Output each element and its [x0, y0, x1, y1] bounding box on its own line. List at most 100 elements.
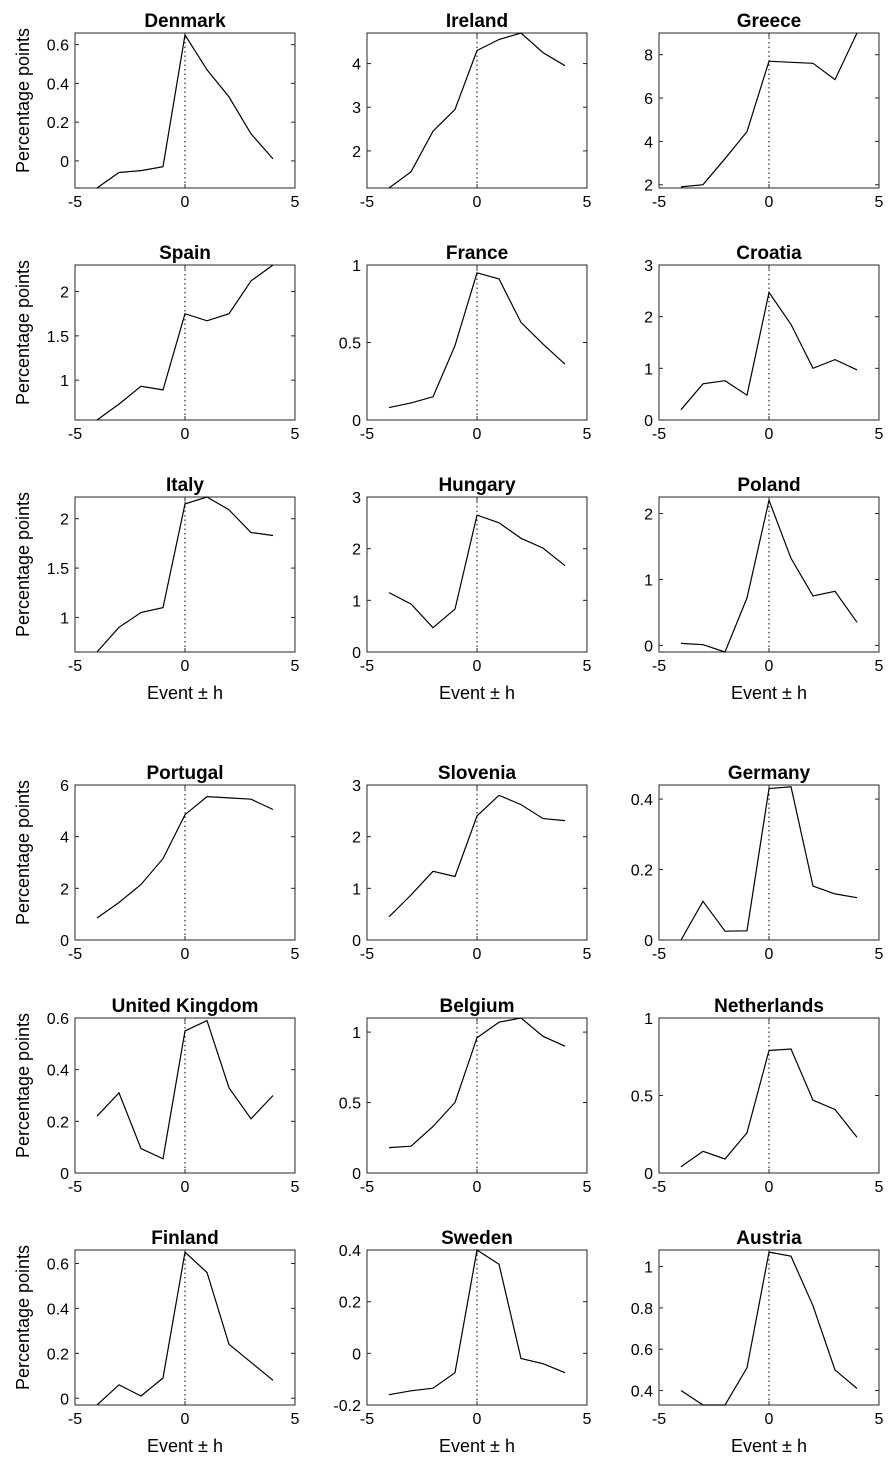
- x-tick-label: -5: [360, 946, 374, 963]
- y-tick-label: 0: [352, 933, 361, 950]
- y-tick-label: 0.2: [47, 1114, 69, 1131]
- x-tick-label: 0: [473, 658, 482, 675]
- x-tick-label: 0: [765, 426, 774, 443]
- x-tick-label: -5: [68, 658, 82, 675]
- x-tick-label: 0: [765, 1411, 774, 1428]
- panel-italy: -5 0 5 1 1.5 2 Italy Percentage points Event ± h: [13, 475, 300, 703]
- y-tick-label: 1: [352, 258, 361, 275]
- y-tick-label: 1: [352, 881, 361, 898]
- y-tick-label: 3: [352, 100, 361, 117]
- y-tick-label: 6: [644, 91, 653, 108]
- y-tick-label: 0: [60, 1166, 69, 1183]
- y-tick-label: 0.4: [47, 1301, 69, 1318]
- x-axis-label: Event ± h: [147, 683, 223, 703]
- x-tick-label: 5: [583, 658, 592, 675]
- y-tick-label: 1: [644, 361, 653, 378]
- x-tick-label: 0: [181, 946, 190, 963]
- x-tick-label: 0: [473, 426, 482, 443]
- y-tick-label: 0.2: [339, 1295, 361, 1312]
- y-tick-label: 1: [352, 593, 361, 610]
- y-tick-label: 0: [644, 933, 653, 950]
- panel-title: Sweden: [441, 1228, 513, 1249]
- x-tick-label: 5: [875, 426, 884, 443]
- y-tick-label: 3: [644, 258, 653, 275]
- panel-title: Greece: [737, 11, 801, 32]
- y-tick-label: 1: [60, 373, 69, 390]
- x-tick-label: 5: [875, 658, 884, 675]
- y-tick-label: 4: [352, 57, 361, 74]
- y-tick-label: 0: [644, 1166, 653, 1183]
- y-tick-label: 0.4: [339, 1243, 361, 1260]
- y-tick-label: 2: [60, 285, 69, 302]
- x-tick-label: -5: [652, 1179, 666, 1196]
- series-line: [96, 264, 274, 421]
- x-tick-label: -5: [652, 658, 666, 675]
- panel-ireland: -5 0 5 2 3 4 Ireland: [352, 11, 591, 211]
- x-tick-label: 0: [765, 194, 774, 211]
- x-tick-label: 0: [473, 194, 482, 211]
- series-line: [388, 1017, 566, 1149]
- y-axis-label: Percentage points: [13, 260, 33, 405]
- series-line: [96, 1251, 274, 1406]
- y-tick-label: 2: [644, 310, 653, 327]
- y-tick-label: 0.5: [631, 1089, 653, 1106]
- x-tick-label: -5: [360, 426, 374, 443]
- x-tick-label: 0: [473, 1179, 482, 1196]
- x-tick-label: 0: [181, 194, 190, 211]
- y-tick-label: 1: [644, 572, 653, 589]
- series-line: [96, 496, 274, 653]
- y-tick-label: 0: [352, 645, 361, 662]
- y-tick-label: 0.2: [47, 115, 69, 132]
- y-tick-label: 1: [352, 1025, 361, 1042]
- x-tick-label: 5: [291, 946, 300, 963]
- y-axis-label: Percentage points: [13, 780, 33, 925]
- panel-poland: -5 0 5 0 1 2 Poland Event ± h: [644, 475, 883, 703]
- y-axis-label: Percentage points: [13, 1245, 33, 1390]
- x-tick-label: -5: [360, 194, 374, 211]
- x-tick-label: -5: [360, 1179, 374, 1196]
- x-tick-label: 0: [181, 1411, 190, 1428]
- panel-title: Slovenia: [438, 763, 517, 784]
- series-line: [680, 1048, 858, 1168]
- y-axis-label: Percentage points: [13, 492, 33, 637]
- y-tick-label: 0: [352, 1346, 361, 1363]
- series-line: [680, 290, 858, 411]
- x-tick-label: 0: [473, 1411, 482, 1428]
- y-tick-label: 0.4: [47, 76, 69, 93]
- y-axis-label: Percentage points: [13, 28, 33, 173]
- x-tick-label: -5: [652, 946, 666, 963]
- series-line: [680, 1251, 858, 1406]
- y-tick-label: -0.2: [333, 1398, 361, 1415]
- series-line: [96, 33, 274, 189]
- y-tick-label: 1.5: [47, 329, 69, 346]
- series-line: [388, 794, 566, 918]
- x-tick-label: 5: [583, 946, 592, 963]
- x-tick-label: 0: [765, 1179, 774, 1196]
- y-tick-label: 4: [60, 830, 69, 847]
- y-tick-label: 1: [644, 1011, 653, 1028]
- panel-sweden: -5 0 5 -0.2 0 0.2 0.4 Sweden Event ± h: [333, 1228, 591, 1456]
- x-tick-label: -5: [652, 1411, 666, 1428]
- panel-title: Netherlands: [714, 996, 824, 1017]
- y-tick-label: 2: [60, 512, 69, 529]
- y-tick-label: 0.6: [631, 1342, 653, 1359]
- y-tick-label: 4: [644, 134, 653, 151]
- panel-title: Poland: [737, 475, 800, 496]
- panel-title: Hungary: [438, 475, 516, 496]
- x-axis-label: Event ± h: [439, 683, 515, 703]
- x-tick-label: 5: [875, 946, 884, 963]
- y-tick-label: 0.6: [47, 1256, 69, 1273]
- y-axis-label: Percentage points: [13, 1013, 33, 1158]
- panel-title: Germany: [728, 763, 811, 784]
- x-tick-label: 5: [291, 658, 300, 675]
- x-tick-label: 5: [583, 426, 592, 443]
- panel-title: Portugal: [146, 763, 223, 784]
- y-tick-label: 2: [644, 178, 653, 195]
- y-tick-label: 0: [644, 413, 653, 430]
